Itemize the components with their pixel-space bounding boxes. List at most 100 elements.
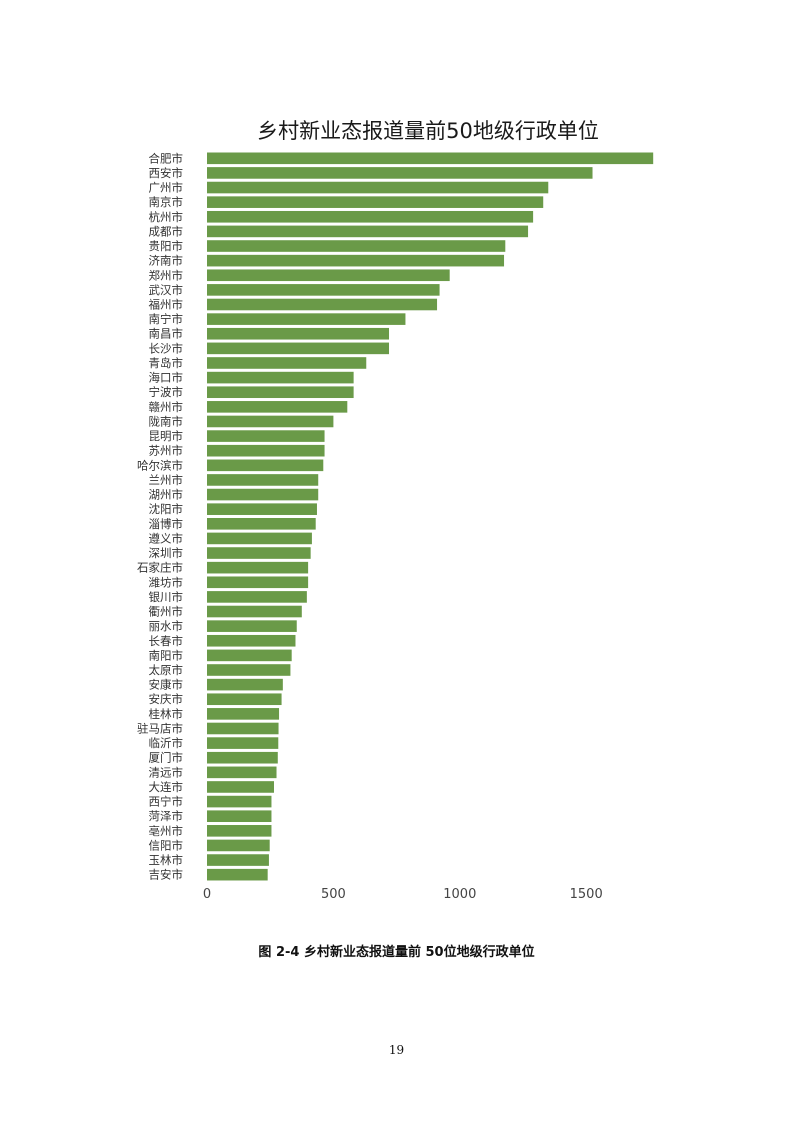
category-label: 成都市 <box>149 224 184 238</box>
category-label: 哈尔滨市 <box>137 458 183 472</box>
bar-苏州市 <box>207 444 325 457</box>
category-label: 银川市 <box>149 590 184 604</box>
x-tick-label: 1000 <box>443 887 476 902</box>
bar-赣州市 <box>207 401 348 413</box>
category-label: 合肥市 <box>149 151 184 165</box>
category-label: 福州市 <box>149 298 184 312</box>
category-label: 太原市 <box>149 663 184 677</box>
bar-衢州市 <box>207 605 302 618</box>
bar-安庆市 <box>207 693 282 706</box>
bar-南京市 <box>207 196 544 208</box>
bar-昆明市 <box>207 430 325 442</box>
category-label: 武汉市 <box>149 283 184 297</box>
bar-海口市 <box>207 371 354 384</box>
category-label: 亳州市 <box>149 824 184 838</box>
bar-玉林市 <box>207 854 269 866</box>
bar-临沂市 <box>207 737 279 749</box>
bar-广州市 <box>207 181 549 194</box>
bar-南昌市 <box>207 327 390 340</box>
category-label: 潍坊市 <box>149 575 184 589</box>
category-label: 信阳市 <box>149 838 184 852</box>
category-label: 青岛市 <box>149 356 184 370</box>
bar-长沙市 <box>207 342 390 355</box>
category-label: 南京市 <box>149 195 184 209</box>
category-label: 南宁市 <box>149 312 184 326</box>
bar-陇南市 <box>207 415 334 428</box>
bar-福州市 <box>207 298 438 311</box>
bar-合肥市 <box>207 152 654 165</box>
x-tick-label: 0 <box>203 887 211 902</box>
bar-西宁市 <box>207 795 272 808</box>
category-label: 杭州市 <box>149 210 184 224</box>
bar-哈尔滨市 <box>207 459 324 472</box>
bar-丽水市 <box>207 620 297 632</box>
bar-信阳市 <box>207 839 270 852</box>
bar-group <box>207 152 654 881</box>
bar-吉安市 <box>207 868 268 881</box>
bar-湖州市 <box>207 488 319 501</box>
category-label: 丽水市 <box>149 619 184 633</box>
chart-title: 乡村新业态报道量前50地级行政单位 <box>257 119 599 143</box>
bar-成都市 <box>207 225 529 238</box>
x-axis-ticks: 0 500 1000 1500 <box>203 887 603 902</box>
bar-太原市 <box>207 664 291 676</box>
category-label: 长春市 <box>149 634 184 648</box>
bar-深圳市 <box>207 547 311 559</box>
category-label: 湖州市 <box>149 488 184 502</box>
category-label: 济南市 <box>149 254 184 268</box>
bar-石家庄市 <box>207 561 309 574</box>
bar-武汉市 <box>207 284 440 296</box>
category-label: 西宁市 <box>149 795 184 809</box>
category-label: 苏州市 <box>149 444 184 458</box>
bar-遵义市 <box>207 532 312 545</box>
category-label: 长沙市 <box>149 341 184 355</box>
bar-郑州市 <box>207 269 450 282</box>
bar-南阳市 <box>207 649 292 662</box>
category-label: 南阳市 <box>149 648 184 662</box>
category-label: 安康市 <box>149 678 184 692</box>
category-label: 南昌市 <box>149 327 184 341</box>
bar-西安市 <box>207 167 593 179</box>
category-label: 淄博市 <box>149 517 184 531</box>
category-label: 深圳市 <box>149 546 184 560</box>
bar-桂林市 <box>207 708 280 720</box>
bar-安康市 <box>207 678 283 691</box>
category-label: 西安市 <box>149 166 184 180</box>
bar-大连市 <box>207 781 274 793</box>
category-label: 郑州市 <box>149 268 184 282</box>
bar-青岛市 <box>207 357 367 369</box>
page-number: 19 <box>388 1043 405 1057</box>
category-label: 昆明市 <box>149 429 184 443</box>
bar-南宁市 <box>207 313 406 325</box>
category-label: 海口市 <box>149 371 184 385</box>
category-label: 吉安市 <box>149 868 184 882</box>
category-label: 陇南市 <box>149 414 184 428</box>
bar-杭州市 <box>207 210 534 223</box>
x-tick-label: 1500 <box>570 887 603 902</box>
bar-清远市 <box>207 766 277 779</box>
bar-兰州市 <box>207 474 319 486</box>
bar-厦门市 <box>207 751 278 764</box>
category-label: 遵义市 <box>149 531 184 545</box>
bar-潍坊市 <box>207 576 309 589</box>
category-label: 清远市 <box>149 765 184 779</box>
category-label: 宁波市 <box>149 385 184 399</box>
category-label: 赣州市 <box>149 400 184 414</box>
category-label: 沈阳市 <box>149 502 184 516</box>
category-label: 厦门市 <box>149 751 184 765</box>
bar-驻马店市 <box>207 722 279 735</box>
bar-沈阳市 <box>207 503 317 515</box>
bar-贵阳市 <box>207 240 506 252</box>
category-label: 安庆市 <box>149 692 184 706</box>
category-label: 兰州市 <box>149 473 184 487</box>
category-label: 临沂市 <box>149 736 184 750</box>
bar-济南市 <box>207 254 505 267</box>
category-label: 玉林市 <box>149 853 184 867</box>
x-tick-label: 500 <box>321 887 346 902</box>
bar-亳州市 <box>207 825 272 837</box>
bar-银川市 <box>207 591 307 603</box>
category-label: 菏泽市 <box>149 809 184 823</box>
category-labels: 合肥市西安市广州市南京市杭州市成都市贵阳市济南市郑州市武汉市福州市南宁市南昌市长… <box>137 151 183 881</box>
bar-宁波市 <box>207 386 354 399</box>
